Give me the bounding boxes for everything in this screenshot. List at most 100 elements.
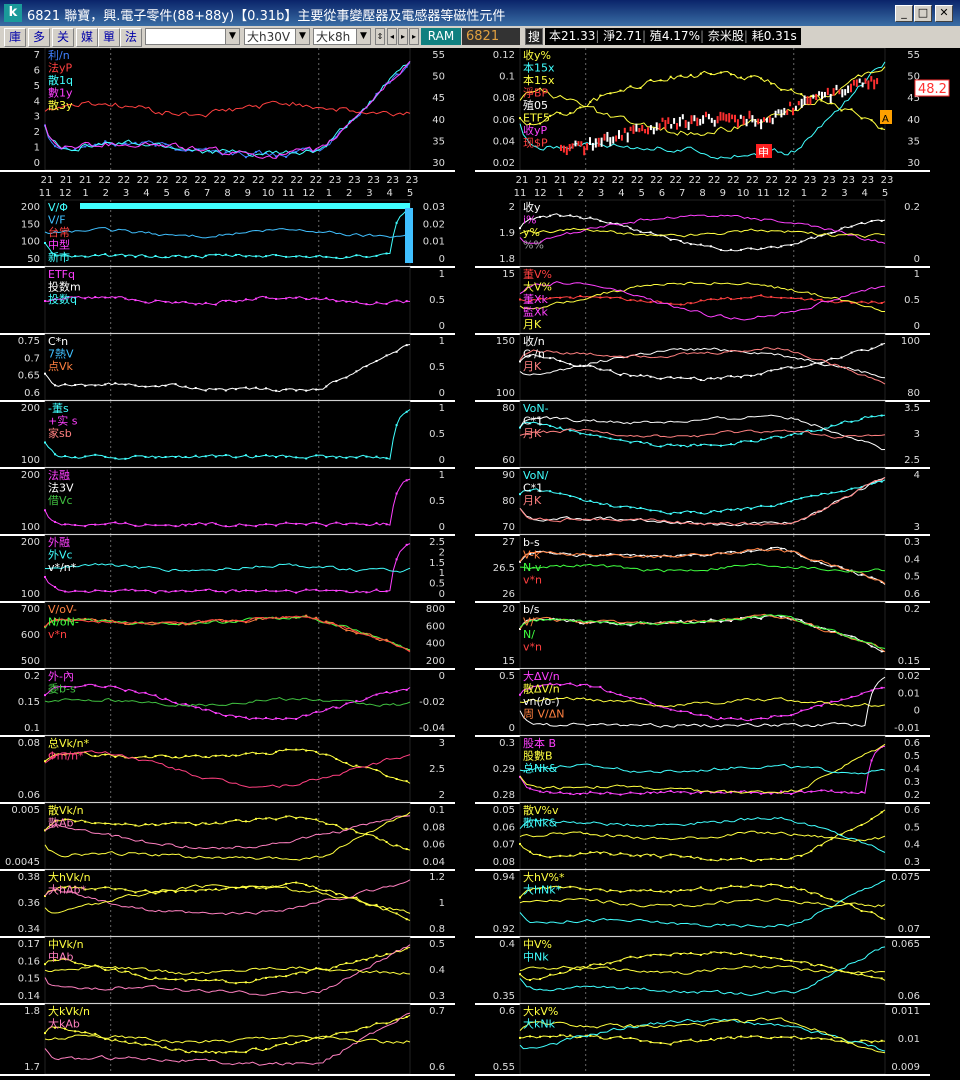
right-axis-year: 22	[592, 175, 605, 186]
right-legend-label: 大hV%*	[523, 870, 565, 884]
left-tick-right: 800	[426, 604, 445, 615]
maximize-button[interactable]: □	[914, 5, 932, 22]
left-axis-month: 4	[143, 188, 149, 199]
left-tick-left: 0.005	[11, 805, 40, 816]
toolbar-button-close[interactable]: 关	[52, 28, 74, 47]
right-axis-year: 23	[881, 175, 894, 186]
right-tick-right: 4	[914, 470, 920, 481]
candlestick	[835, 84, 838, 91]
toolbar-button-media[interactable]: 媒	[76, 28, 98, 47]
left-legend-label: V/F	[48, 214, 66, 227]
candlestick	[693, 115, 696, 122]
candlestick	[841, 89, 844, 98]
right-series-line	[519, 70, 886, 131]
candlestick	[635, 123, 638, 132]
right-axis-month: 1	[801, 188, 807, 199]
left-series-line	[44, 1012, 411, 1066]
left-axis-month: 10	[262, 188, 275, 199]
event-marker-label: 申	[758, 146, 769, 159]
left-series-line-dot	[44, 241, 46, 244]
left-axis-year: 22	[290, 175, 303, 186]
left-axis-month: 6	[184, 188, 190, 199]
scroll-right-button[interactable]: ▸	[398, 28, 408, 45]
left-tick-right: 40	[432, 115, 445, 126]
title-bar[interactable]: k 6821 聯寶，興.電子零件(88+88y)【0.31b】主要從事變壓器及電…	[0, 0, 960, 26]
right-legend-label: 散V%v	[523, 803, 559, 817]
stock-code-input[interactable]: 6821	[462, 28, 520, 45]
scroll-thumb[interactable]: ▸	[409, 28, 419, 45]
right-series-line	[519, 428, 886, 439]
right-tick-right: 0.3	[904, 857, 920, 868]
left-series-line	[44, 409, 411, 460]
candlestick	[699, 118, 702, 126]
candlestick	[734, 114, 736, 123]
left-tick-right: 0.5	[429, 295, 445, 306]
left-axis-year: 23	[367, 175, 380, 186]
right-axis-year: 22	[631, 175, 644, 186]
right-tick-left: 1.9	[499, 228, 515, 239]
right-legend-label: 收yP	[523, 123, 548, 137]
left-legend-label: 數1y	[48, 87, 73, 100]
indicator-charts[interactable]: 利/n法yP散1q數1y散3y76543210555045403530V/ΦV/…	[0, 48, 960, 1080]
candlestick	[858, 78, 861, 83]
left-tick-right: 30	[432, 158, 445, 169]
left-tick-right: 1	[439, 470, 445, 481]
event-marker-box	[880, 110, 892, 124]
toolbar-button-law[interactable]: 法	[120, 28, 142, 47]
left-legend-label: 散Vk/n	[48, 803, 84, 817]
spin-arrows-icon[interactable]: ⇕	[375, 28, 385, 45]
right-panel-6	[519, 534, 886, 602]
left-axis-month: 8	[224, 188, 230, 199]
left-tick-left: 100	[21, 237, 40, 248]
right-legend-label: 收/n	[523, 334, 545, 348]
left-tick-right: 1.2	[429, 872, 445, 883]
left-tick-left: 200	[21, 202, 40, 213]
candlestick	[748, 110, 751, 119]
right-tick-left: 0.08	[493, 93, 515, 104]
toolbar-button-multi[interactable]: 多	[28, 28, 50, 47]
toolbar-button-single[interactable]: 單	[98, 28, 120, 47]
right-series-line	[519, 883, 886, 921]
right-series-line	[519, 897, 886, 908]
left-series-line	[44, 615, 411, 653]
indicator-combo-2[interactable]: 大k8h ▼	[313, 28, 371, 45]
candlestick	[713, 119, 716, 127]
candlestick	[873, 79, 876, 90]
candlestick	[777, 109, 780, 114]
search-icon[interactable]: 搜	[525, 28, 543, 45]
left-series-line	[44, 1014, 411, 1054]
left-legend-label: +实 s	[48, 414, 78, 428]
right-tick-right: 0.2	[904, 604, 920, 615]
filter-combo[interactable]: ▼	[145, 28, 240, 45]
candlestick	[739, 114, 742, 119]
left-tick-left: 0.34	[18, 924, 40, 935]
candlestick	[609, 137, 612, 147]
scroll-left-button[interactable]: ◂	[387, 28, 397, 45]
left-tick-right: 50	[432, 72, 445, 83]
minimize-button[interactable]: _	[895, 5, 913, 22]
indicator-combo-1[interactable]: 大h30V ▼	[244, 28, 310, 45]
right-axis-month: 11	[514, 188, 527, 199]
right-tick-right: 3.5	[904, 403, 920, 414]
ram-button[interactable]: RAM	[421, 28, 461, 45]
right-series-line	[519, 414, 886, 448]
right-tick-right: 30	[907, 158, 920, 169]
left-axis-year: 22	[252, 175, 265, 186]
left-legend-label: 7熱V	[48, 348, 74, 361]
candlestick	[742, 115, 745, 125]
close-button[interactable]: ✕	[935, 5, 953, 22]
left-legend-label: 法yP	[48, 61, 73, 75]
candlestick	[681, 114, 684, 120]
left-series-line	[44, 209, 411, 260]
stat-yield: 殖4.17%	[649, 29, 700, 43]
right-axis-year: 22	[765, 175, 778, 186]
right-series-line	[519, 414, 886, 451]
left-axis-month: 9	[245, 188, 251, 199]
right-legend-label: %%	[523, 239, 544, 252]
right-axis-year: 23	[804, 175, 817, 186]
left-tick-left: 0.65	[18, 371, 40, 382]
right-legend-label: C*1	[523, 482, 543, 495]
left-panel-9	[44, 735, 411, 803]
right-legend-label: C /n	[523, 348, 545, 361]
toolbar-button-lib[interactable]: 庫	[4, 28, 26, 47]
